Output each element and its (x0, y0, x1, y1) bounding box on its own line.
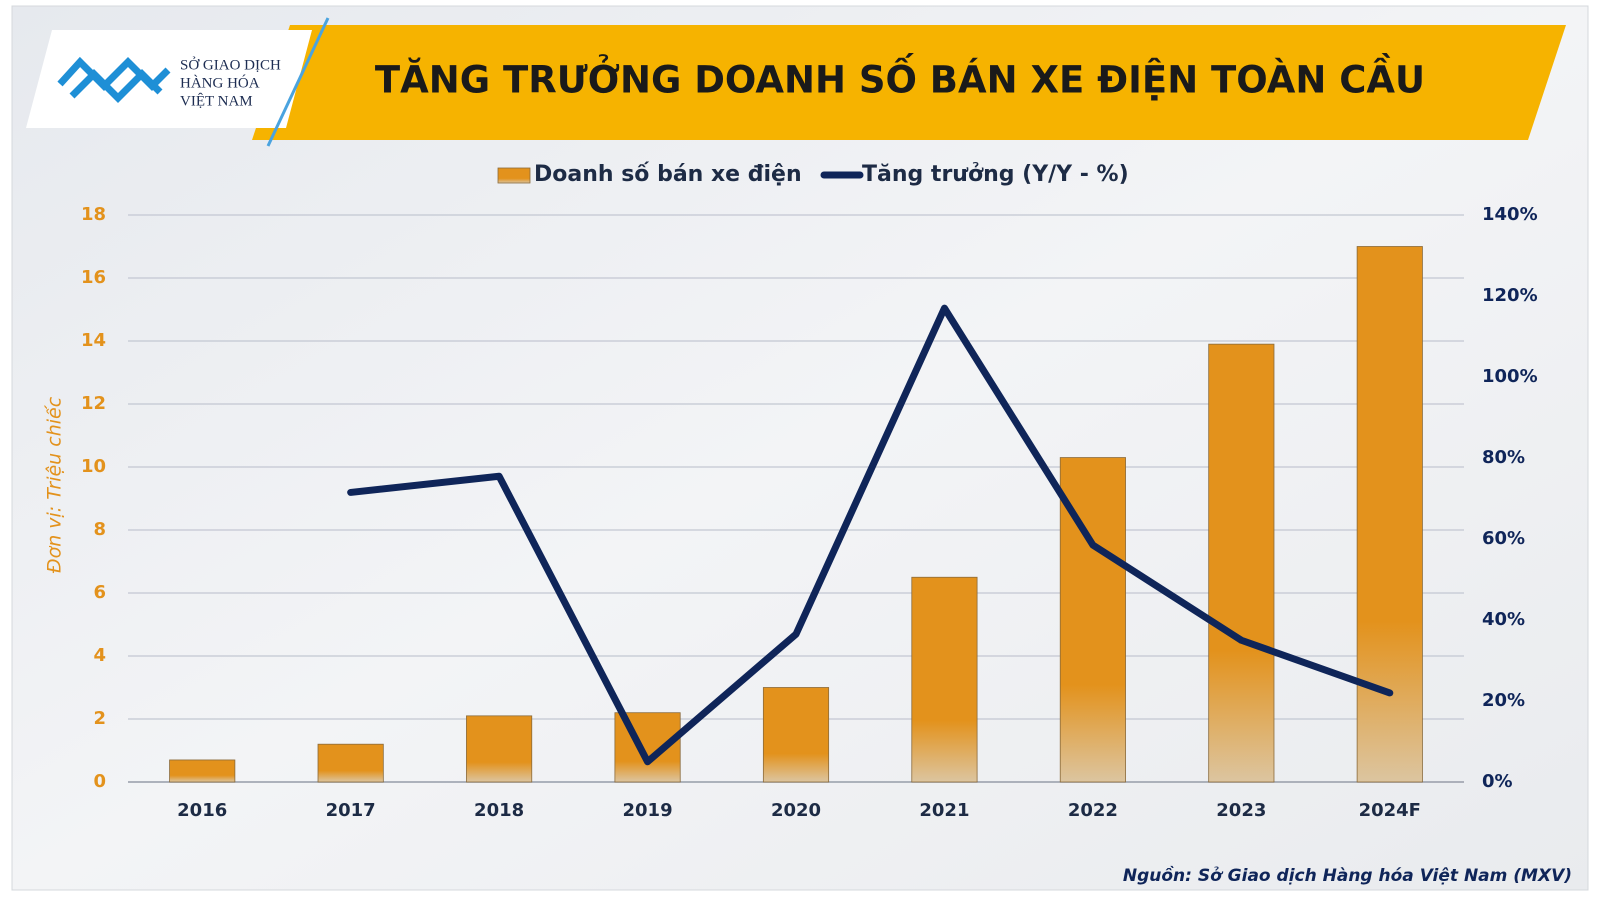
y2-tick-label: 40% (1482, 609, 1525, 630)
growth-line (347, 304, 1394, 766)
y2-tick-label: 120% (1482, 285, 1538, 306)
y-tick-label: 2 (93, 708, 106, 729)
bar (1356, 246, 1423, 783)
y2-tick-label: 20% (1482, 690, 1525, 711)
x-tick-label: 2023 (1216, 800, 1266, 821)
bar (466, 715, 533, 783)
y-tick-label: 18 (81, 204, 106, 225)
y2-tick-label: 140% (1482, 204, 1538, 225)
y-tick-label: 12 (81, 393, 106, 414)
x-tick-label: 2017 (326, 800, 376, 821)
chart-title: TĂNG TRƯỞNG DOANH SỐ BÁN XE ĐIỆN TOÀN CẦ… (375, 53, 1425, 102)
y-tick-label: 6 (93, 582, 106, 603)
x-tick-label: 2024F (1359, 800, 1421, 821)
bar (911, 576, 978, 783)
bar (762, 687, 830, 783)
x-tick-label: 2016 (177, 800, 227, 821)
y2-tick-label: 60% (1482, 528, 1525, 549)
source-note: Nguồn: Sở Giao dịch Hàng hóa Việt Nam (M… (1123, 865, 1572, 886)
legend-label: Tăng trưởng (Y/Y - %) (862, 162, 1129, 187)
y-tick-label: 14 (81, 330, 106, 351)
logo-text: HÀNG HÓA (180, 74, 260, 91)
y-tick-label: 10 (81, 456, 106, 477)
legend-swatch (497, 167, 531, 184)
logo-text: VIỆT NAM (180, 92, 253, 109)
bar (169, 759, 236, 783)
y2-tick-label: 80% (1482, 447, 1525, 468)
logo-accent (266, 17, 330, 147)
y-axis-title: Đơn vị: Triệu chiếc (44, 396, 66, 573)
logo-mark (57, 56, 171, 103)
x-tick-label: 2020 (771, 800, 821, 821)
x-tick-label: 2018 (474, 800, 524, 821)
bar (317, 743, 384, 783)
x-tick-label: 2021 (919, 800, 969, 821)
y2-tick-label: 0% (1482, 771, 1513, 792)
y-tick-label: 16 (81, 267, 106, 288)
logo-text: SỞ GIAO DỊCH (180, 56, 281, 73)
y-tick-label: 0 (93, 771, 106, 792)
y2-tick-label: 100% (1482, 366, 1538, 387)
y-tick-label: 8 (93, 519, 106, 540)
x-tick-label: 2022 (1068, 800, 1118, 821)
legend-label: Doanh số bán xe điện (534, 162, 802, 187)
bar (1208, 343, 1275, 783)
x-tick-label: 2019 (623, 800, 673, 821)
title-banner (252, 25, 1566, 140)
logo-panel (26, 30, 312, 128)
y-tick-label: 4 (93, 645, 106, 666)
